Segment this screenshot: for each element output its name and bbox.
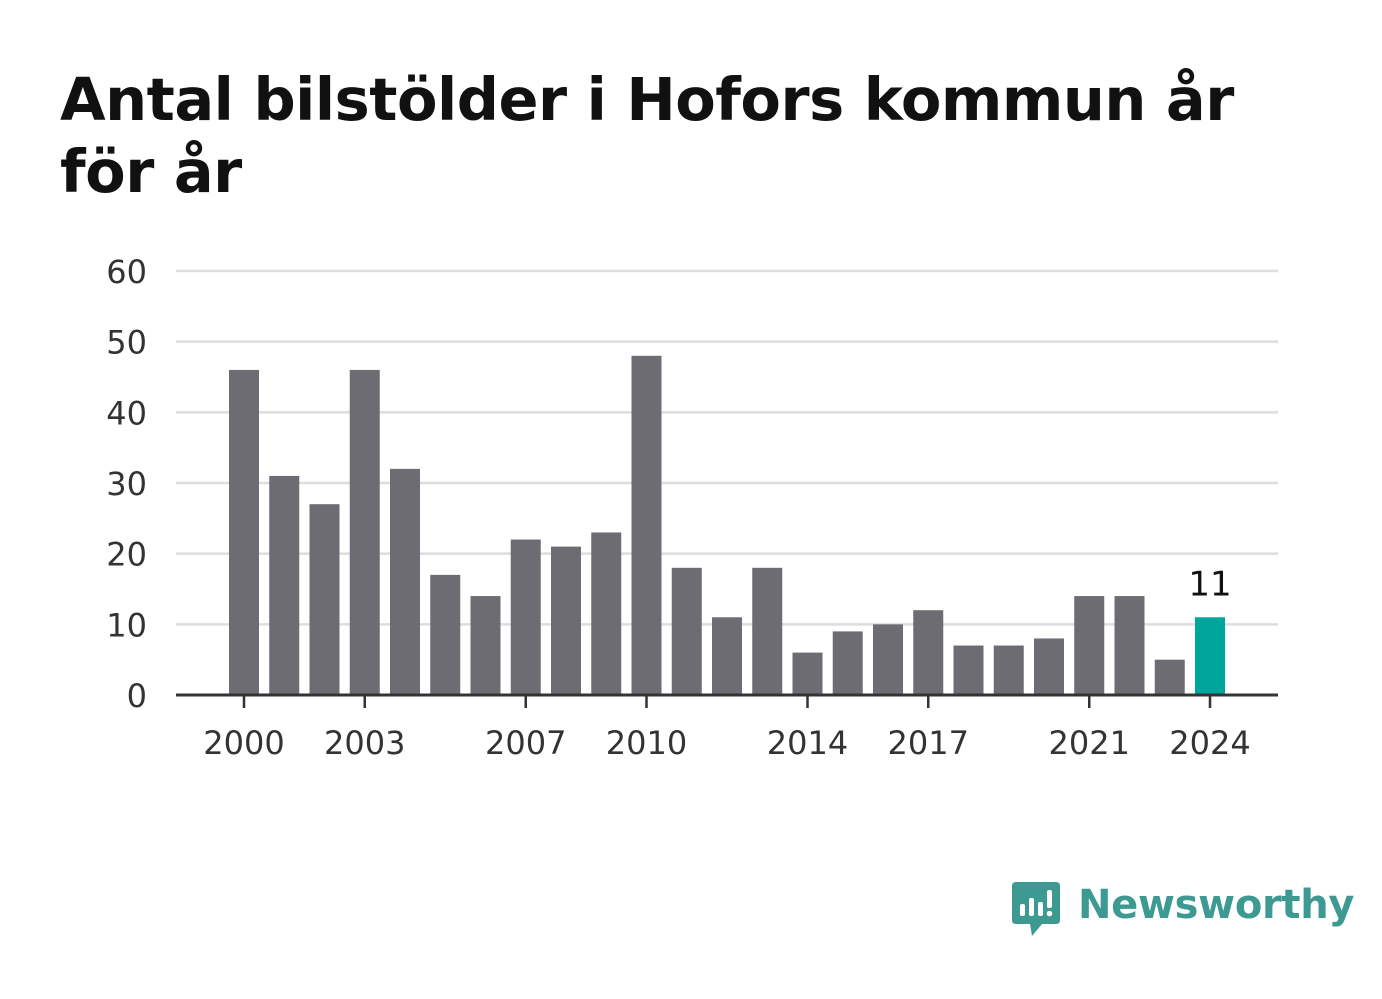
y-tick-label: 10 bbox=[106, 606, 147, 644]
x-axis-ticks: 2000 2003 2007 2010 2014 2017 2021 2024 bbox=[203, 695, 1251, 762]
bar-2020 bbox=[1034, 638, 1064, 695]
bar-2005 bbox=[430, 574, 461, 695]
bar-2004 bbox=[390, 468, 420, 695]
bar-2021 bbox=[1074, 596, 1105, 695]
bar-2008 bbox=[551, 546, 581, 695]
x-tick-label: 2024 bbox=[1169, 724, 1250, 762]
brand-name: Newsworthy bbox=[1078, 882, 1355, 928]
bar-2013 bbox=[752, 567, 783, 695]
gridlines bbox=[176, 269, 1278, 626]
newsworthy-logo-icon bbox=[1012, 882, 1060, 936]
x-tick-label: 2021 bbox=[1049, 724, 1130, 762]
chart-title: Antal bilstölder i Hofors kommun år för … bbox=[60, 65, 1234, 206]
data-label-2024: 11 bbox=[1188, 564, 1231, 604]
y-tick-label: 0 bbox=[127, 677, 147, 715]
bar-2012 bbox=[712, 617, 742, 695]
bar-2011 bbox=[671, 567, 702, 695]
y-tick-label: 40 bbox=[106, 394, 147, 432]
bar-2014 bbox=[792, 652, 823, 695]
bar-2019 bbox=[993, 645, 1024, 695]
y-tick-label: 20 bbox=[106, 536, 147, 574]
bar-2023 bbox=[1154, 659, 1185, 695]
bars bbox=[229, 355, 1225, 695]
brand: Newsworthy bbox=[1010, 878, 1355, 940]
x-tick-label: 2017 bbox=[888, 724, 969, 762]
bar-2022 bbox=[1114, 596, 1145, 695]
bar-2018 bbox=[953, 645, 984, 695]
y-tick-label: 60 bbox=[106, 253, 147, 291]
y-tick-label: 30 bbox=[106, 465, 147, 503]
y-axis-ticks: 0 10 20 30 40 50 60 bbox=[106, 253, 147, 715]
x-tick-label: 2007 bbox=[485, 724, 566, 762]
data-labels: 11 bbox=[1188, 564, 1231, 604]
bar-2001 bbox=[269, 475, 300, 695]
bar-2016 bbox=[873, 624, 903, 695]
bar-2007 bbox=[510, 539, 541, 695]
x-tick-label: 2000 bbox=[203, 724, 284, 762]
bar-2003 bbox=[349, 369, 380, 695]
bar-2024 bbox=[1195, 617, 1225, 695]
bar-2009 bbox=[591, 532, 622, 695]
bar-2006 bbox=[470, 596, 501, 695]
x-tick-label: 2010 bbox=[606, 724, 687, 762]
x-tick-label: 2003 bbox=[324, 724, 405, 762]
bar-2017 bbox=[913, 610, 944, 695]
bar-2000 bbox=[229, 369, 259, 695]
x-tick-label: 2014 bbox=[767, 724, 848, 762]
bar-2015 bbox=[832, 631, 863, 695]
bar-2002 bbox=[309, 504, 340, 695]
bar-2010 bbox=[631, 355, 662, 695]
y-tick-label: 50 bbox=[106, 324, 147, 362]
